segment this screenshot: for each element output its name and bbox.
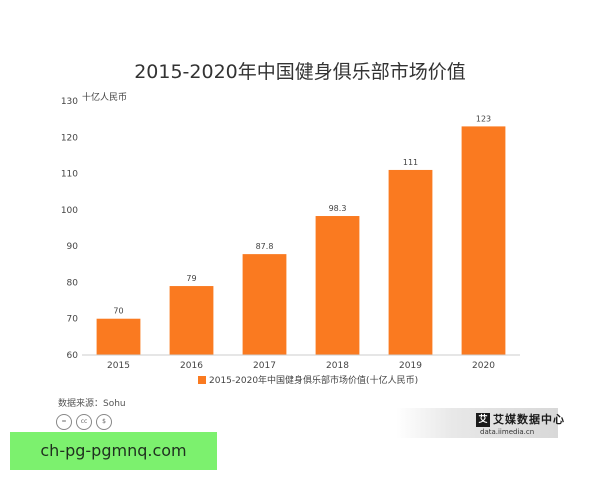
bar-value-label: 98.3 [329, 204, 347, 213]
x-tick-label: 2015 [107, 361, 130, 371]
y-axis-ticks: 60 70 80 90 100 110 120 130 [61, 97, 78, 361]
y-tick-label: 110 [61, 170, 78, 180]
brand-name: 艾媒数据中心 [493, 413, 565, 426]
legend-swatch [198, 376, 206, 384]
bar [315, 216, 360, 355]
y-tick-label: 130 [61, 97, 78, 107]
bar [96, 318, 141, 355]
license-icons: = cc $ [56, 414, 112, 430]
x-tick-label: 2020 [472, 361, 495, 371]
x-tick-label: 2018 [326, 361, 349, 371]
y-tick-label: 80 [67, 278, 79, 288]
x-tick-label: 2017 [253, 361, 276, 371]
brand-url[interactable]: data.iimedia.cn [480, 428, 535, 436]
license-equal-icon: = [56, 414, 72, 430]
bar [169, 286, 214, 355]
license-dollar-icon: $ [96, 414, 112, 430]
bar-value-label: 79 [186, 274, 196, 283]
data-source-note: 数据来源：Sohu [58, 399, 126, 409]
bar-value-label: 123 [476, 114, 491, 123]
y-tick-label: 90 [67, 242, 79, 252]
bar [461, 126, 506, 356]
y-tick-label: 120 [61, 133, 78, 143]
legend-label: 2015-2020年中国健身俱乐部市场价值(十亿人民币) [209, 374, 418, 386]
bar-value-label: 111 [403, 158, 418, 167]
bars [96, 126, 506, 356]
x-tick-label: 2019 [399, 361, 422, 371]
y-axis-unit-label: 十亿人民币 [82, 91, 127, 103]
x-axis-ticks: 2015 2016 2017 2018 2019 2020 [107, 361, 495, 371]
bar [242, 254, 287, 355]
bar-value-label: 70 [113, 307, 123, 316]
y-tick-label: 100 [61, 206, 78, 216]
brand-logo-icon: 艾 [476, 413, 490, 427]
watermark-banner: ch-pg-pgmnq.com [10, 432, 217, 470]
x-tick-label: 2016 [180, 361, 203, 371]
bar-data-labels: 70 79 87.8 98.3 111 123 [113, 114, 491, 315]
bar-value-label: 87.8 [256, 242, 274, 251]
license-cc-icon: cc [76, 414, 92, 430]
y-tick-label: 70 [67, 315, 79, 325]
chart-title: 2015-2020年中国健身俱乐部市场价值 [134, 61, 466, 83]
bar [388, 169, 433, 355]
legend[interactable]: 2015-2020年中国健身俱乐部市场价值(十亿人民币) [198, 374, 418, 386]
y-tick-label: 60 [67, 351, 79, 361]
